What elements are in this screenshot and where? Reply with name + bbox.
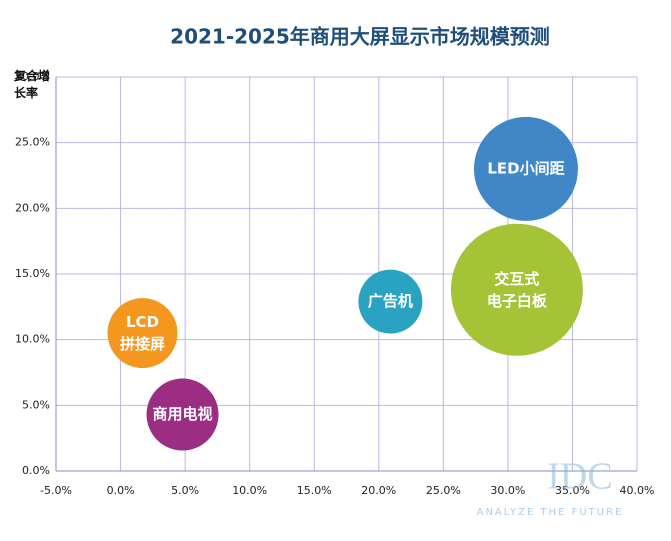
watermark-tagline: ANALYZE THE FUTURE <box>477 507 624 518</box>
y-tick-label: 20.0% <box>15 201 50 214</box>
x-tick-label: 10.0% <box>232 484 267 497</box>
x-tick-label: 15.0% <box>297 484 332 497</box>
bubble <box>473 116 578 221</box>
bubble-label: 广告机 <box>368 292 413 310</box>
bubble-label: LED小间距 <box>487 159 564 177</box>
x-tick-label: 20.0% <box>361 484 396 497</box>
bubble-label: LCD 拼接屏 <box>120 313 165 353</box>
x-tick-label: 25.0% <box>426 484 461 497</box>
x-tick-label: -5.0% <box>40 484 72 497</box>
bubble <box>358 269 423 334</box>
chart-title: 2021-2025年商用大屏显示市场规模预测 <box>170 25 550 49</box>
x-tick-label: 5.0% <box>171 484 199 497</box>
y-axis-label: 复合增长率 <box>14 69 51 100</box>
y-tick-label: 25.0% <box>15 136 50 149</box>
x-tick-label: 40.0% <box>620 484 655 497</box>
bubble <box>107 298 178 369</box>
y-tick-label: 30.0% <box>15 70 50 83</box>
y-tick-label: 15.0% <box>15 267 50 280</box>
y-tick-label: 10.0% <box>15 333 50 346</box>
x-tick-label: 0.0% <box>107 484 135 497</box>
bubble-label: 交互式电子白板 <box>487 269 548 309</box>
y-tick-label: 5.0% <box>22 398 50 411</box>
bubble <box>146 378 219 451</box>
x-tick-label: 30.0% <box>490 484 525 497</box>
watermark-logo: IDC <box>547 456 612 498</box>
x-tick-label: 35.0% <box>555 484 590 497</box>
bubble-label: 商用电视 <box>153 405 213 423</box>
y-tick-label: 0.0% <box>22 464 50 477</box>
bubble <box>450 223 583 356</box>
